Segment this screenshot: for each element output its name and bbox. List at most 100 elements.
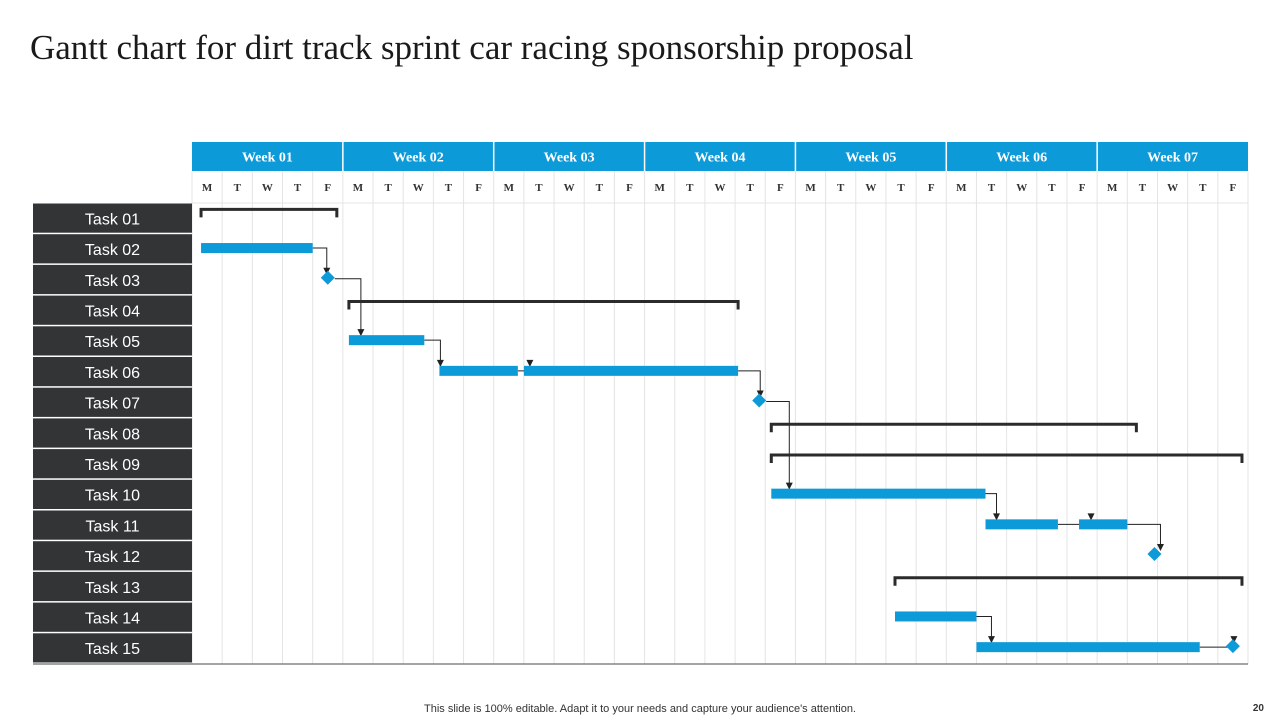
day-label: M xyxy=(353,182,364,194)
day-label: M xyxy=(202,182,213,194)
task-label-cell xyxy=(33,633,192,663)
task-label-cell xyxy=(33,479,192,509)
slide-number: 20 xyxy=(1252,703,1264,714)
milestone-marker xyxy=(320,270,335,285)
day-label: T xyxy=(234,182,242,194)
day-label: W xyxy=(564,182,575,194)
task-label: Task 02 xyxy=(85,242,140,259)
dependency-connectors xyxy=(312,247,1238,648)
day-label: F xyxy=(324,182,331,194)
connector-arrowhead xyxy=(756,390,764,398)
task-label-cell xyxy=(33,264,192,295)
task-bar xyxy=(771,488,986,499)
day-label: T xyxy=(988,182,996,194)
task-label: Task 04 xyxy=(85,303,140,320)
task-bar xyxy=(1079,519,1128,530)
week-header-cell xyxy=(342,142,494,171)
week-label: Week 01 xyxy=(242,151,293,166)
day-label: F xyxy=(928,182,935,194)
dependency-connector xyxy=(424,339,441,366)
day-label: T xyxy=(535,182,543,194)
task-label: Task 13 xyxy=(85,580,140,597)
gantt-grid xyxy=(33,171,1249,665)
week-header-cell xyxy=(493,142,645,171)
milestone-marker xyxy=(1225,639,1240,654)
connector-arrowhead xyxy=(323,267,331,275)
dependency-connector xyxy=(334,278,362,336)
dependency-connector xyxy=(985,493,998,520)
task-label: Task 03 xyxy=(85,273,140,290)
day-label: W xyxy=(1016,182,1027,194)
summary-bar xyxy=(769,453,1244,463)
task-label-cell xyxy=(33,387,192,417)
day-label: T xyxy=(596,182,604,194)
week-header-cell xyxy=(1097,142,1248,171)
connector-arrowhead xyxy=(993,513,1001,521)
summary-bar xyxy=(893,576,1244,586)
task-label: Task 12 xyxy=(85,549,140,566)
dependency-connector xyxy=(312,247,328,274)
connector-arrowhead xyxy=(436,359,444,367)
task-label-cell xyxy=(33,418,192,448)
day-label: T xyxy=(1139,182,1147,194)
task-bar xyxy=(439,365,518,376)
task-label: Task 07 xyxy=(85,396,140,413)
day-label: F xyxy=(1079,182,1086,194)
day-label: M xyxy=(805,182,816,194)
week-header-cell xyxy=(795,142,947,171)
task-label-cell xyxy=(33,510,192,540)
footer-note: This slide is 100% editable. Adapt it to… xyxy=(424,703,856,715)
week-header-cell xyxy=(644,142,796,171)
task-label-cell xyxy=(33,449,192,479)
week-label: Week 03 xyxy=(544,151,595,166)
day-label: M xyxy=(654,182,665,194)
day-label: T xyxy=(686,182,694,194)
summary-bar xyxy=(347,299,740,310)
day-label: W xyxy=(413,182,424,194)
day-label: W xyxy=(865,182,876,194)
connector-arrowhead xyxy=(987,636,995,644)
day-label: F xyxy=(777,182,784,194)
slide-title: Gantt chart for dirt track sprint car ra… xyxy=(30,28,914,67)
task-label: Task 05 xyxy=(85,334,140,351)
connector-arrowhead xyxy=(1156,544,1164,552)
week-label: Week 06 xyxy=(996,151,1047,166)
day-label: W xyxy=(715,182,726,194)
task-label-cell xyxy=(33,357,192,387)
day-label: F xyxy=(1230,182,1237,194)
task-label-cell xyxy=(33,602,192,632)
task-bar xyxy=(523,365,739,376)
day-label: M xyxy=(504,182,515,194)
task-label: Task 10 xyxy=(85,488,140,505)
milestone-marker xyxy=(1147,547,1162,562)
week-header-cell xyxy=(946,142,1098,171)
task-label-cell xyxy=(33,571,192,602)
connector-arrowhead xyxy=(1087,513,1095,521)
week-label: Week 04 xyxy=(695,151,746,166)
day-label: F xyxy=(626,182,633,194)
task-label: Task 06 xyxy=(85,365,140,382)
summary-bar xyxy=(769,422,1138,433)
connector-arrowhead xyxy=(526,359,534,367)
connector-arrowhead xyxy=(357,329,365,337)
task-bar xyxy=(985,519,1058,530)
task-label: Task 01 xyxy=(85,211,140,228)
connector-arrowhead xyxy=(785,482,793,490)
day-label: T xyxy=(897,182,905,194)
day-label: F xyxy=(475,182,482,194)
day-label: M xyxy=(1107,182,1118,194)
day-label: W xyxy=(1167,182,1178,194)
day-label: T xyxy=(1199,182,1207,194)
task-label: Task 09 xyxy=(85,457,140,474)
task-label-cell xyxy=(33,234,192,264)
gantt-header: Week 01 M T W T F Week 02 M T W T F Week 03 M T W T F Week… xyxy=(192,142,1248,194)
task-labels: Task 01 Task 02 Task 03 Task 04 Task 05 Task … xyxy=(33,203,192,663)
day-label: T xyxy=(294,182,302,194)
dependency-connector xyxy=(766,401,790,489)
task-label: Task 14 xyxy=(85,610,140,627)
task-label: Task 11 xyxy=(86,518,140,535)
task-label: Task 08 xyxy=(85,426,140,443)
dependency-connector xyxy=(738,370,761,397)
task-bar xyxy=(348,335,425,346)
